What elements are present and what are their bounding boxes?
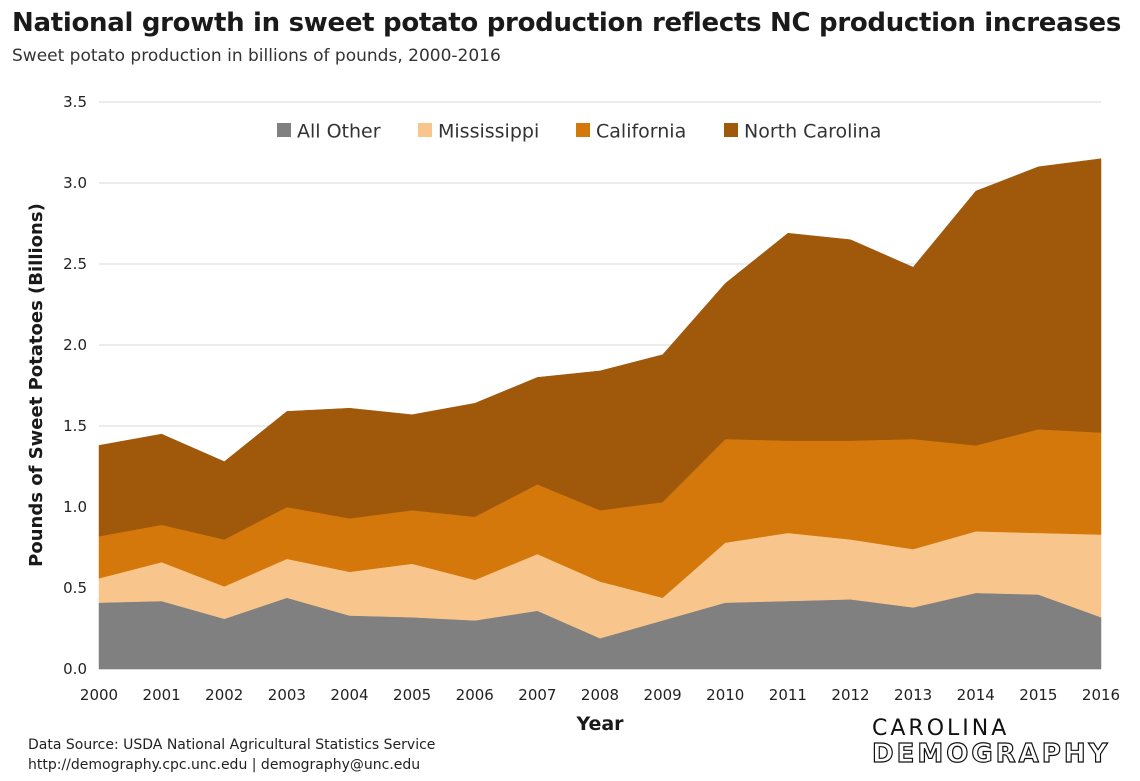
- x-tick-label: 2016: [1082, 686, 1120, 704]
- y-tick-label: 1.0: [63, 498, 87, 516]
- contact-text: http://demography.cpc.unc.edu | demograp…: [28, 757, 421, 773]
- legend-label: All Other: [297, 121, 381, 143]
- x-tick-label: 2010: [706, 686, 744, 704]
- y-tick-label: 3.5: [63, 93, 87, 111]
- y-tick-label: 2.5: [63, 255, 87, 273]
- chart-title: National growth in sweet potato producti…: [12, 8, 1122, 38]
- y-axis-ticks: 0.0 0.5 1.0 1.5 2.0 2.5 3.0 3.5: [63, 93, 87, 678]
- chart-subtitle: Sweet potato production in billions of p…: [12, 46, 501, 66]
- x-tick-label: 2014: [957, 686, 995, 704]
- x-tick-label: 2013: [894, 686, 932, 704]
- y-tick-label: 2.0: [63, 336, 87, 354]
- x-tick-label: 2003: [268, 686, 306, 704]
- x-axis-ticks: 2000 2001 2002 2003 2004 2005 2006 2007 2008 2009…: [80, 686, 1120, 704]
- x-tick-label: 2001: [143, 686, 181, 704]
- x-axis-label: Year: [575, 713, 624, 735]
- x-tick-label: 2007: [518, 686, 556, 704]
- y-tick-label: 0.5: [63, 579, 87, 597]
- legend-label: Mississippi: [438, 121, 539, 143]
- x-tick-label: 2009: [644, 686, 682, 704]
- x-tick-label: 2000: [80, 686, 118, 704]
- data-source-text: Data Source: USDA National Agricultural …: [28, 737, 436, 753]
- x-tick-label: 2008: [581, 686, 619, 704]
- x-tick-label: 2006: [456, 686, 494, 704]
- x-tick-label: 2015: [1019, 686, 1057, 704]
- y-tick-label: 3.0: [63, 174, 87, 192]
- x-tick-label: 2004: [330, 686, 368, 704]
- y-tick-label: 0.0: [63, 660, 87, 678]
- y-tick-label: 1.5: [63, 417, 87, 435]
- logo-line-2: DEMOGRAPHY: [871, 738, 1111, 769]
- footer: Data Source: USDA National Agricultural …: [28, 735, 435, 775]
- carolina-demography-logo: CAROLINA DEMOGRAPHY: [871, 716, 1111, 770]
- legend-label: North Carolina: [744, 121, 881, 143]
- x-tick-label: 2012: [831, 686, 869, 704]
- x-tick-label: 2005: [393, 686, 431, 704]
- legend-swatch: [576, 123, 590, 137]
- legend-swatch: [418, 123, 432, 137]
- x-tick-label: 2011: [769, 686, 807, 704]
- legend: All Other Mississippi California North Caro…: [277, 121, 881, 143]
- area-series: [98, 158, 1102, 670]
- x-tick-label: 2002: [205, 686, 243, 704]
- legend-label: California: [596, 121, 686, 143]
- legend-swatch: [724, 123, 738, 137]
- legend-swatch: [277, 123, 291, 137]
- y-axis-label: Pounds of Sweet Potatoes (Billions): [26, 203, 47, 567]
- logo-line-1: CAROLINA: [872, 716, 1010, 741]
- area-north-carolina: [98, 158, 1102, 540]
